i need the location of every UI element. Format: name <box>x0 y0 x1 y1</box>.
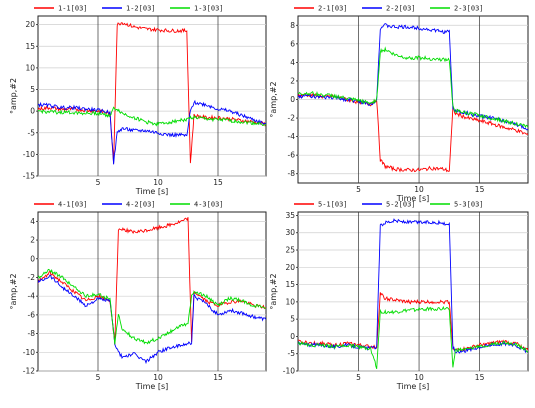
y-tick-label: -4 <box>28 292 36 301</box>
y-tick-label: 35 <box>285 211 295 220</box>
y-tick-label: -4 <box>288 132 296 141</box>
series-line-4-1[03] <box>38 217 266 345</box>
y-tick-label: -10 <box>283 367 295 376</box>
legend-label: 5-1[03] <box>318 201 348 209</box>
x-axis-label: Time [s] <box>396 194 430 203</box>
y-tick-label: -6 <box>288 151 296 160</box>
x-tick-label: 5 <box>356 185 361 194</box>
y-tick-label: -2 <box>28 273 36 282</box>
legend-label: 2-1[03] <box>318 5 348 13</box>
y-tick-label: 20 <box>25 20 35 29</box>
series-line-2-3[03] <box>298 46 528 129</box>
y-tick-label: 4 <box>30 217 35 226</box>
x-tick-label: 15 <box>213 373 223 382</box>
x-axis-label: Time [s] <box>135 382 169 391</box>
x-tick-label: 10 <box>153 373 163 382</box>
legend-label: 4-2[03] <box>126 201 156 209</box>
y-tick-label: -10 <box>23 150 35 159</box>
y-axis-label: °amp,#2 <box>9 273 18 309</box>
y-tick-label: -12 <box>23 367 35 376</box>
x-tick-label: 15 <box>475 373 485 382</box>
x-tick-label: 10 <box>414 373 424 382</box>
chart-panel-2: -8 -6 -4 -2 0 2 4 6 8 5 10 15 Time [s] °amp,#2 2-1[03]… <box>269 5 529 203</box>
legend: 4-1[03] 4-2[03] 4-3[03] <box>34 201 224 209</box>
y-tick-label: 5 <box>30 85 35 94</box>
x-tick-label: 10 <box>414 185 424 194</box>
legend-label: 2-3[03] <box>454 5 484 13</box>
y-tick-label: -8 <box>28 329 36 338</box>
y-tick-label: 30 <box>285 228 295 237</box>
y-tick-label: -15 <box>23 172 35 181</box>
y-tick-label: 0 <box>30 254 35 263</box>
y-tick-label: 4 <box>290 58 295 67</box>
y-tick-label: 10 <box>285 297 295 306</box>
y-tick-label: -8 <box>288 169 296 178</box>
x-axis-label: Time [s] <box>135 187 169 196</box>
legend-label: 5-3[03] <box>454 201 484 209</box>
y-axis-label: °amp,#2 <box>269 273 278 309</box>
legend-label: 1-2[03] <box>126 5 156 13</box>
y-tick-label: 15 <box>25 42 35 51</box>
y-tick-label: 2 <box>30 236 35 245</box>
x-tick-label: 15 <box>213 178 223 187</box>
chart-panel-3: -12 -10 -8 -6 -4 -2 0 2 4 5 10 15 Time [s] °amp,#2 4-1… <box>9 201 267 391</box>
y-tick-label: -5 <box>288 349 296 358</box>
y-tick-label: 8 <box>290 21 295 30</box>
y-tick-label: -5 <box>28 128 36 137</box>
y-tick-label: 15 <box>285 280 295 289</box>
y-tick-label: -6 <box>28 310 36 319</box>
legend-label: 4-1[03] <box>58 201 88 209</box>
y-tick-label: -2 <box>288 114 296 123</box>
series-line-5-1[03] <box>298 292 528 352</box>
y-tick-label: 25 <box>285 246 295 255</box>
legend-label: 2-2[03] <box>386 5 416 13</box>
legend: 5-1[03] 5-2[03] 5-3[03] <box>294 201 484 209</box>
legend: 1-1[03] 1-2[03] 1-3[03] <box>34 5 224 13</box>
series-line-4-2[03] <box>38 274 266 365</box>
legend-label: 1-1[03] <box>58 5 88 13</box>
y-tick-label: 0 <box>30 107 35 116</box>
chart-panel-1: -15 -10 -5 0 5 10 15 20 5 10 15 Time [s] °amp,#2 1-1[… <box>9 5 267 196</box>
y-tick-label: 10 <box>25 63 35 72</box>
x-tick-label: 5 <box>356 373 361 382</box>
series-line-1-2[03] <box>38 99 266 165</box>
x-axis-label: Time [s] <box>396 382 430 391</box>
x-tick-label: 15 <box>475 185 485 194</box>
legend-label: 4-3[03] <box>194 201 224 209</box>
y-tick-label: 0 <box>290 332 295 341</box>
legend-label: 1-3[03] <box>194 5 224 13</box>
legend-label: 5-2[03] <box>386 201 416 209</box>
y-axis-label: °amp,#2 <box>9 78 18 114</box>
y-tick-label: 6 <box>290 39 295 48</box>
plot-area <box>37 15 267 177</box>
x-tick-label: 5 <box>96 178 101 187</box>
y-tick-label: 0 <box>290 95 295 104</box>
chart-panel-4: -10 -5 0 5 10 15 20 25 30 35 5 10 15 Time [s] °amp,#2 5… <box>269 201 529 391</box>
series-line-5-3[03] <box>298 305 528 370</box>
y-tick-label: 5 <box>290 315 295 324</box>
x-tick-label: 10 <box>153 178 163 187</box>
series-line-4-3[03] <box>38 268 266 345</box>
series-line-1-3[03] <box>38 106 266 127</box>
y-axis-label: °amp,#2 <box>269 81 278 117</box>
y-tick-label: 20 <box>285 263 295 272</box>
x-tick-label: 5 <box>96 373 101 382</box>
legend: 2-1[03] 2-2[03] 2-3[03] <box>294 5 484 13</box>
y-tick-label: -10 <box>23 348 35 357</box>
y-tick-label: 2 <box>290 76 295 85</box>
